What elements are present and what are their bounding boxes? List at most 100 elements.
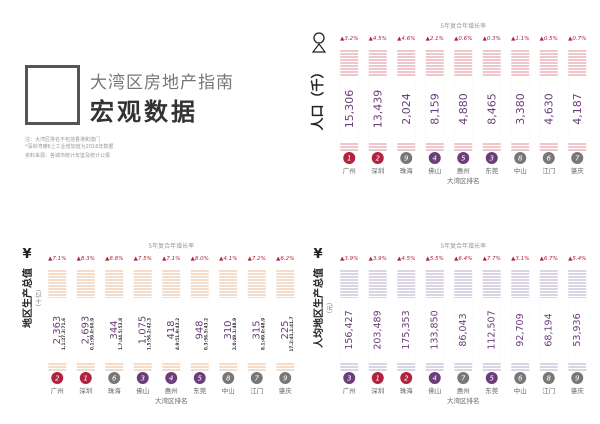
- bar-value-label: 344: [109, 320, 120, 339]
- bar-value-label: 310: [223, 320, 234, 339]
- bar-value-box: [539, 298, 558, 362]
- bar-value-label: 3,380: [514, 93, 527, 125]
- guide-title: 大湾区房地产指南: [90, 73, 234, 93]
- rank-badge: [485, 372, 498, 384]
- growth-rate-label: ▲8.3%: [77, 256, 95, 262]
- growth-rate-label: ▲7.7%: [483, 256, 501, 262]
- bar-value-label: 8,159: [428, 93, 441, 125]
- rank-badge: [428, 372, 441, 384]
- bar-value-label: 315: [251, 320, 262, 339]
- rank-number: 4: [169, 375, 173, 383]
- growth-rate-label: ▲6.4%: [454, 256, 472, 262]
- city-label: 东莞: [193, 386, 207, 395]
- growth-rate-label: ▲0.5%: [540, 36, 558, 42]
- growth-rate-label: ▲3.2%: [340, 36, 358, 42]
- growth-rate-label: ▲0.3%: [483, 36, 501, 42]
- rank-number: 1: [376, 375, 380, 383]
- bar-value-box: [482, 298, 501, 362]
- city-label: 中山: [514, 386, 527, 395]
- bar-value-label: 2,363: [52, 316, 63, 345]
- bar-value-label: 92,709: [515, 313, 526, 346]
- rank-badge: [51, 372, 64, 384]
- bar-value-box: [511, 298, 530, 362]
- note-1: 注：大湾区排名不包括香港和澳门: [25, 137, 101, 143]
- rank-badge: [542, 372, 555, 384]
- rank-number: 4: [433, 375, 437, 383]
- rank-number: 5: [461, 155, 466, 163]
- bar-value-box: [105, 298, 124, 362]
- bar-value-label: 203,489: [372, 310, 383, 349]
- city-label: 惠州: [457, 386, 470, 395]
- growth-rate-label: ▲7.1%: [48, 256, 66, 262]
- rank-badge: [514, 372, 527, 384]
- growth-rate-label: ▲7.5%: [134, 256, 152, 262]
- note-source: 资料来源：各城市统计年鉴及统计公报: [25, 153, 111, 159]
- bar-value-label: 2,024: [400, 93, 413, 125]
- city-label: 珠海: [400, 386, 414, 395]
- rank-number: 7: [255, 375, 260, 383]
- bar-value-label: 948: [194, 320, 205, 339]
- y-axis-label: 地区生产总值: [21, 268, 34, 328]
- bar-value-box: [397, 76, 416, 142]
- growth-rate-label: ▲0.6%: [454, 36, 472, 42]
- growth-rate-label: ▲8.8%: [105, 256, 123, 262]
- growth-rate-label: ▲2.1%: [426, 36, 444, 42]
- city-label: 广州: [51, 386, 64, 395]
- growth-rate-label: ▲3.1%: [511, 256, 529, 262]
- city-label: 肇庆: [571, 386, 585, 395]
- rank-number: 5: [490, 375, 495, 383]
- bar-value-box: [247, 298, 266, 362]
- bar-value-label: 133,850: [429, 310, 440, 349]
- bar-value-box: [219, 298, 238, 362]
- rank-number: 9: [283, 375, 288, 383]
- city-label: 佛山: [136, 386, 149, 395]
- rank-badge: [343, 152, 356, 164]
- rank-number: 2: [404, 375, 409, 383]
- growth-rate-label: ▲8.0%: [191, 256, 209, 262]
- rank-number: 6: [547, 155, 552, 163]
- growth-rate-label: ▲5.5%: [426, 256, 444, 262]
- rank-number: 8: [547, 375, 552, 383]
- bar-value-box: [511, 76, 530, 142]
- city-label: 广州: [343, 166, 356, 175]
- rank-number: 9: [404, 155, 409, 163]
- city-label: 中山: [514, 166, 527, 175]
- y-axis-unit: （十亿）: [35, 286, 43, 310]
- growth-rate-label: ▲1.1%: [511, 36, 529, 42]
- rank-number: 4: [433, 155, 437, 163]
- bar-value-box: [133, 298, 152, 362]
- bar-value-box: [454, 298, 473, 362]
- city-label: 佛山: [428, 386, 441, 395]
- city-label: 惠州: [457, 166, 470, 175]
- city-label: 惠州: [165, 386, 178, 395]
- rank-badge: [571, 372, 584, 384]
- rank-badge: [485, 152, 498, 164]
- bar-sub-label: 8.1:49.0:48.9: [260, 318, 266, 350]
- rank-number: 3: [490, 155, 494, 163]
- person-icon-body: [311, 43, 327, 53]
- rank-badge: [542, 152, 555, 164]
- rank-number: 2: [55, 375, 60, 383]
- bar-value-label: 15,306: [343, 90, 356, 129]
- rank-badge: [165, 372, 178, 384]
- rank-badge: [371, 152, 384, 164]
- rank-number: 6: [112, 375, 117, 383]
- rank-badge: [457, 152, 470, 164]
- growth-rate-label: ▲7.1%: [162, 256, 180, 262]
- bar-value-box: [425, 76, 444, 142]
- rank-badge: [571, 152, 584, 164]
- bar-sub-label: 1.1:27.3:71.6: [61, 318, 67, 350]
- bar-value-label: 2,693: [80, 316, 91, 345]
- rank-badge: [457, 372, 470, 384]
- rank-number: 3: [141, 375, 145, 383]
- growth-rate-title: 5年复合年增长率: [440, 242, 486, 250]
- city-label: 东莞: [485, 166, 499, 175]
- rank-badge: [371, 372, 384, 384]
- rank-badge: [136, 372, 149, 384]
- bar-value-label: 4,187: [571, 93, 584, 125]
- bar-value-box: [76, 298, 95, 362]
- rank-number: 5: [198, 375, 203, 383]
- bar-value-box: [340, 298, 359, 362]
- city-label: 深圳: [371, 386, 384, 395]
